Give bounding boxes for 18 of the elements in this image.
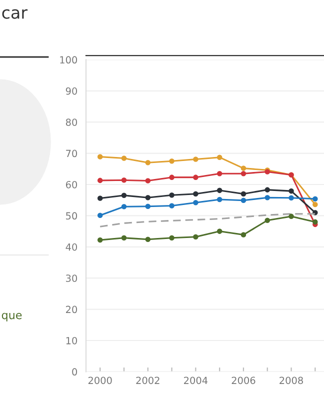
y-tick-label: 100 (60, 56, 78, 64)
y-tick-label: 90 (66, 87, 78, 95)
x-tick-label: 2004 (184, 376, 208, 384)
x-tick-label: 2000 (88, 376, 112, 384)
x-tick-label: 2002 (136, 376, 160, 384)
y-tick-label: 80 (66, 118, 78, 126)
y-tick-label: 0 (72, 368, 78, 376)
x-tick-label: 2008 (280, 376, 303, 384)
y-tick-label: 30 (66, 274, 78, 282)
chart-title: car (2, 9, 28, 19)
x-tick-label: 2006 (232, 376, 256, 384)
y-tick-label: 40 (66, 243, 78, 251)
text: que (2, 312, 22, 322)
y-tick-label: 60 (66, 180, 78, 188)
y-tick-label: 10 (66, 336, 78, 344)
y-tick-label: 70 (66, 150, 78, 158)
y-tick-label: 50 (66, 212, 78, 220)
y-tick-label: 20 (66, 306, 78, 314)
